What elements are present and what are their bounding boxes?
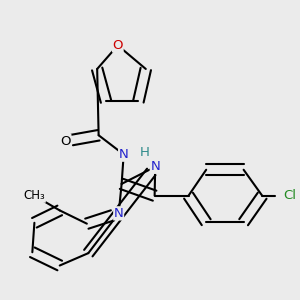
Text: N: N xyxy=(119,148,129,161)
Text: N: N xyxy=(114,207,124,220)
Text: O: O xyxy=(112,39,123,52)
Text: CH₃: CH₃ xyxy=(23,189,45,202)
Text: Cl: Cl xyxy=(283,189,296,202)
Text: N: N xyxy=(119,148,129,161)
Text: H: H xyxy=(140,146,150,159)
Text: N: N xyxy=(150,160,160,173)
Text: O: O xyxy=(60,135,71,148)
